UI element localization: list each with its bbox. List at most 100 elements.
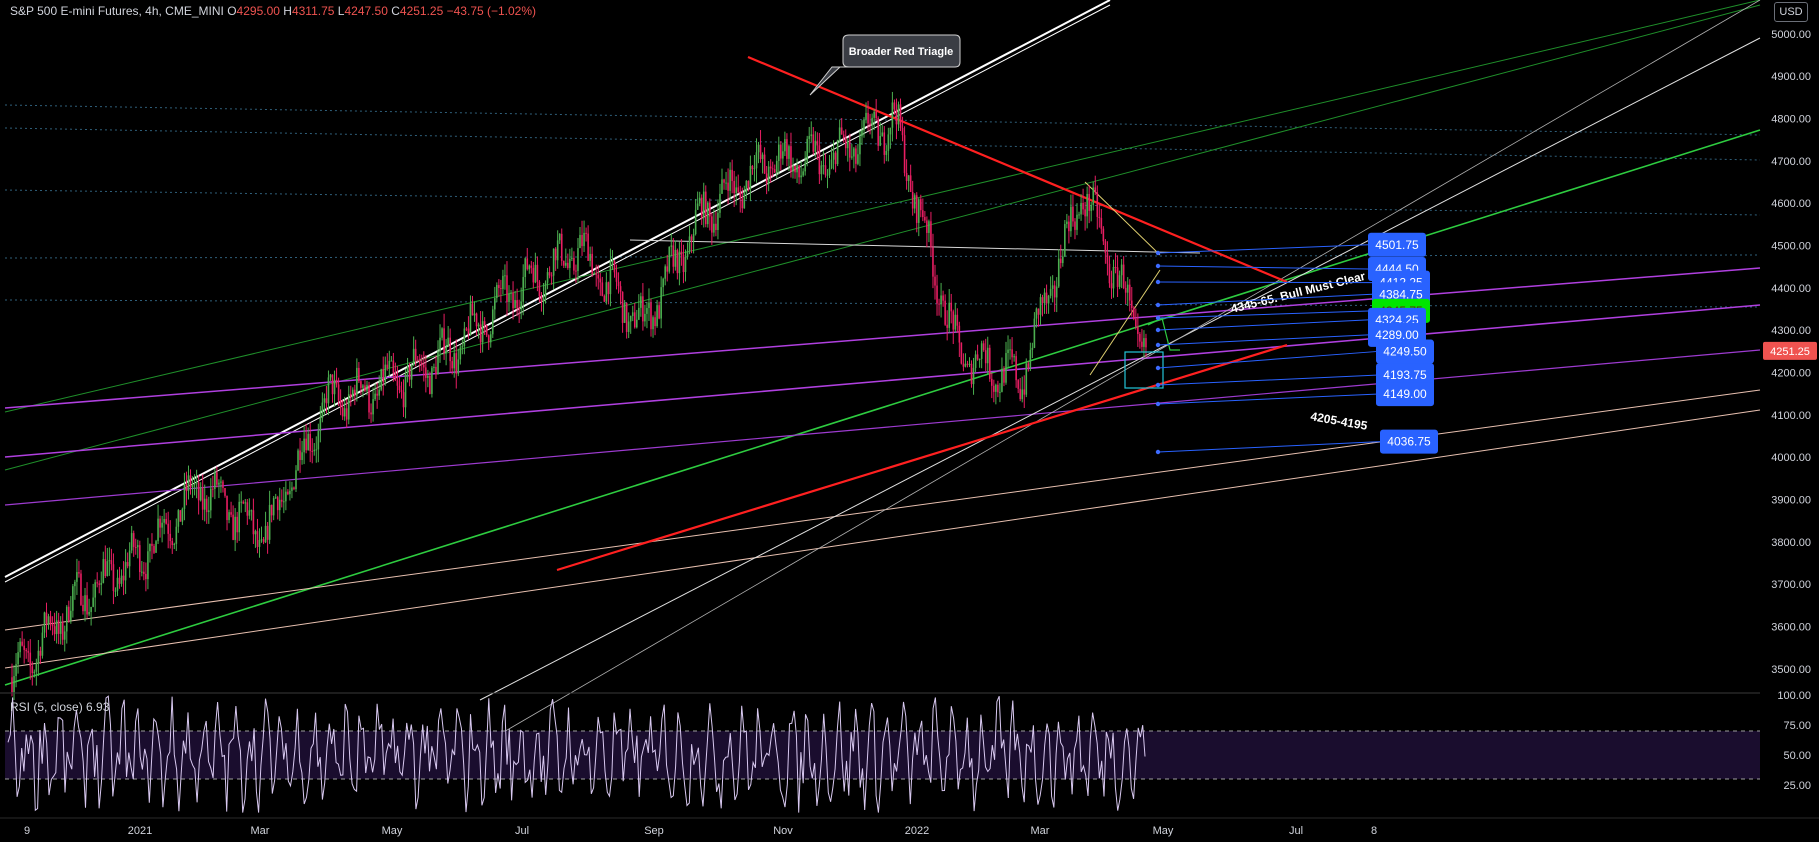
- candle-body: [276, 497, 279, 511]
- candle-body: [297, 450, 299, 471]
- candle-body: [638, 307, 640, 320]
- candle-body: [883, 132, 886, 155]
- candle-body: [372, 399, 374, 415]
- candle-body: [13, 676, 15, 693]
- candle-body: [39, 650, 42, 656]
- candle-body: [51, 624, 54, 627]
- candle-body: [360, 381, 362, 388]
- candle-body: [1104, 241, 1107, 253]
- candle-body: [814, 140, 817, 152]
- candle-body: [1116, 267, 1119, 287]
- candle-body: [593, 272, 595, 275]
- candle-body: [956, 314, 959, 326]
- change-value: −43.75 (−1.02%): [446, 4, 537, 18]
- candle-body: [57, 620, 60, 634]
- candle-body: [552, 248, 555, 276]
- green-channel-mid: [4, 4, 1761, 471]
- candle-body: [252, 510, 255, 535]
- candle-body: [528, 265, 531, 270]
- candle-body: [619, 286, 622, 292]
- y-tick-label: 4100.00: [1771, 410, 1811, 422]
- candle-body: [1009, 349, 1011, 351]
- candle-body: [1062, 256, 1064, 264]
- candle-body: [1001, 368, 1003, 392]
- rsi-axis-label: 50.00: [1783, 750, 1811, 762]
- candle-body: [439, 337, 441, 352]
- candle-body: [1090, 204, 1092, 211]
- candle-body: [319, 418, 322, 432]
- candle-body: [289, 490, 291, 495]
- candle-body: [775, 160, 778, 173]
- y-tick-label: 5000.00: [1771, 29, 1811, 41]
- candle-body: [581, 234, 583, 247]
- candle-body: [544, 282, 547, 298]
- candle-body: [181, 508, 184, 522]
- candle-body: [903, 135, 906, 173]
- candle-body: [147, 551, 149, 580]
- yellow-wedge-2: [1089, 269, 1161, 376]
- candle-body: [721, 179, 723, 194]
- candle-body: [1011, 349, 1013, 358]
- candle-body: [1110, 283, 1113, 289]
- candle-body: [567, 262, 569, 268]
- candle-body: [885, 150, 888, 155]
- candle-body: [800, 175, 802, 178]
- last-price-label: 4251.25: [1770, 346, 1810, 358]
- candle-body: [601, 282, 604, 296]
- currency-button[interactable]: USD: [1774, 2, 1808, 22]
- rsi-axis-label: 75.00: [1783, 720, 1811, 732]
- price-axis[interactable]: 3500.00 3600.00 3700.00 3800.00 3900.00 4000.…: [1763, 29, 1817, 676]
- candle-body: [573, 257, 575, 271]
- candle-body: [684, 256, 687, 273]
- candle-body: [830, 159, 833, 169]
- candle-body: [264, 525, 267, 543]
- high-label: H: [283, 4, 292, 18]
- candle-body: [934, 276, 936, 286]
- candle-body: [437, 351, 439, 375]
- candle-body: [915, 195, 918, 223]
- broader-red-triangle-callout[interactable]: Broader Red Triagle: [809, 34, 961, 96]
- candle-body: [254, 531, 257, 535]
- candle-body: [688, 236, 691, 252]
- candle-body: [524, 258, 527, 278]
- candle-body: [224, 487, 226, 496]
- candle-body: [74, 581, 76, 587]
- candle-body: [824, 165, 827, 175]
- candle-body: [1124, 287, 1127, 293]
- candle-body: [278, 499, 281, 511]
- candle-body: [374, 393, 376, 400]
- close-value: 4251.25: [399, 4, 444, 18]
- candle-body: [327, 377, 330, 404]
- candle-body: [569, 258, 571, 268]
- candle-body: [694, 209, 697, 235]
- x-tick-label: 2021: [128, 825, 152, 837]
- candle-body: [345, 408, 348, 420]
- candle-body: [451, 361, 453, 369]
- candle-body: [126, 562, 129, 567]
- candle-body: [431, 367, 433, 394]
- candle-body: [719, 193, 721, 213]
- candle-body: [842, 134, 845, 138]
- candle-body: [467, 328, 470, 334]
- candle-body: [1003, 368, 1005, 383]
- candle-body: [930, 221, 932, 248]
- time-axis[interactable]: 9 2021 Mar May Jul Sep Nov 2022 Mar May Jul 8: [0, 817, 1819, 837]
- candle-body: [704, 191, 707, 225]
- candle-body: [579, 234, 581, 249]
- candle-body: [877, 118, 879, 146]
- candle-body: [556, 240, 559, 261]
- candle-body: [678, 251, 681, 274]
- rsi-pane: 25.00 50.00 75.00 100.00: [0, 690, 1811, 813]
- candle-body: [205, 498, 208, 513]
- purple-line-3: [4, 349, 1761, 506]
- candle-body: [88, 612, 90, 615]
- candle-body: [362, 385, 364, 388]
- x-tick-label: May: [382, 825, 403, 837]
- candle-body: [516, 299, 518, 308]
- candle-body: [761, 154, 764, 160]
- candle-body: [794, 165, 796, 173]
- candle-body: [1074, 221, 1076, 230]
- candle-body: [23, 645, 25, 650]
- candle-body: [887, 134, 890, 151]
